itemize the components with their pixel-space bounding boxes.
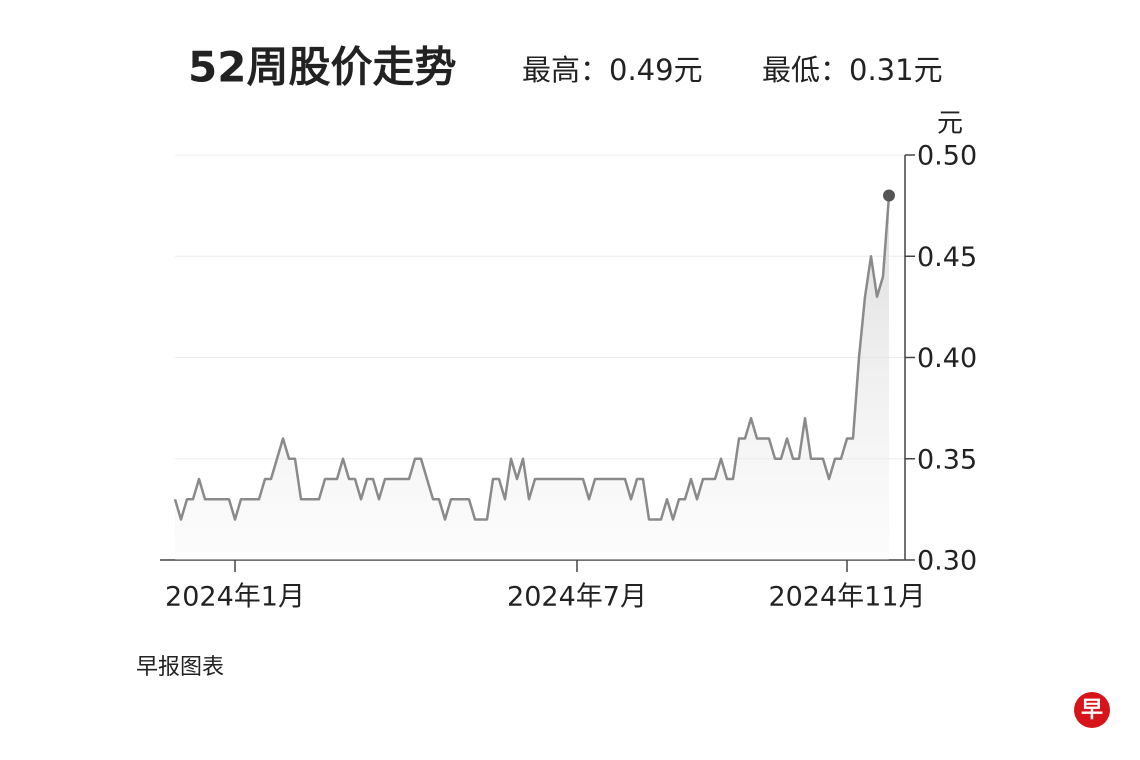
subtitle-low: 最低：0.31元: [762, 53, 943, 87]
subtitle-high: 最高：0.49元: [522, 53, 703, 87]
x-tick-label: 2024年11月: [768, 582, 925, 613]
logo-badge: [1074, 692, 1110, 728]
x-tick-label: 2024年7月: [507, 582, 647, 613]
y-tick-label: 0.50: [917, 141, 977, 172]
y-tick-label: 0.40: [917, 343, 977, 374]
source-note: 早报图表: [136, 655, 224, 680]
logo-text: 早: [1081, 698, 1103, 723]
x-tick-label: 2024年1月: [165, 582, 305, 613]
end-marker: [883, 189, 895, 202]
chart-title: 52周股价走势: [188, 43, 456, 92]
y-tick-label: 0.30: [917, 546, 977, 577]
y-tick-label: 0.45: [917, 242, 977, 273]
y-axis-unit: 元: [937, 109, 963, 139]
area: [175, 195, 889, 560]
line: [173, 195, 891, 521]
y-tick-label: 0.35: [917, 444, 977, 475]
